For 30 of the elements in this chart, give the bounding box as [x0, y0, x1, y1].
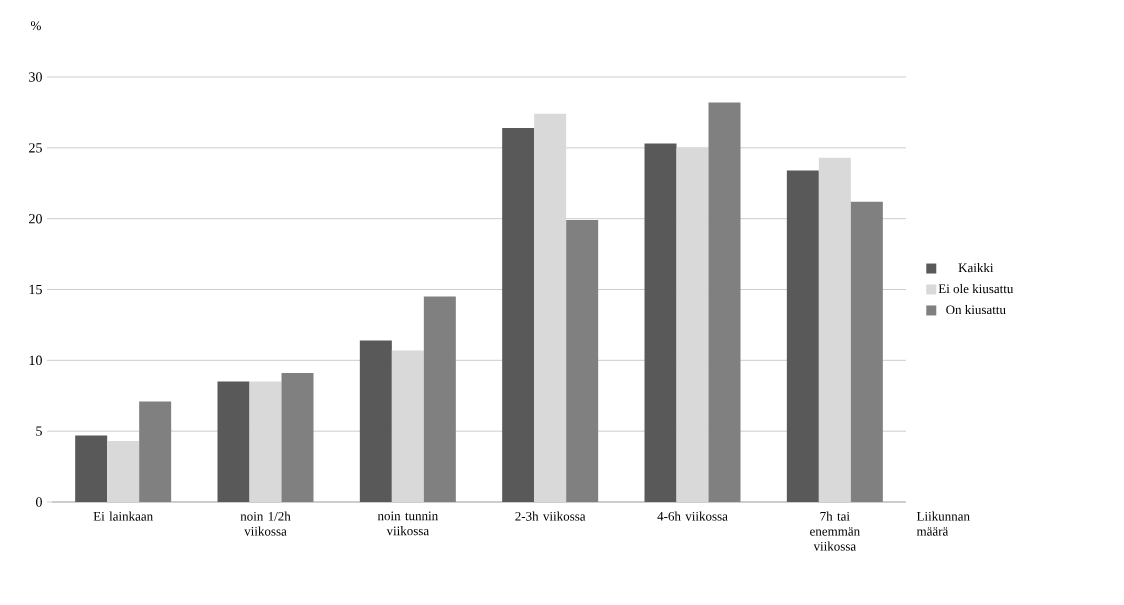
bar — [107, 441, 140, 502]
y-tick-label: 20 — [29, 213, 42, 224]
bar — [217, 381, 250, 502]
y-tick-label: 30 — [29, 72, 42, 82]
bar — [534, 113, 567, 502]
bar — [644, 143, 677, 502]
bar — [75, 435, 108, 502]
x-tick-label: noin 1/2h viikossa — [240, 511, 291, 536]
y-tick-label: 5 — [36, 426, 42, 436]
bar — [676, 147, 709, 502]
legend-label: On kiusattu — [946, 304, 1006, 315]
bar — [249, 381, 282, 502]
x-tick-label: noin tunnin viikossa — [377, 511, 438, 536]
bar — [502, 128, 535, 502]
y-tick-label: 15 — [29, 284, 42, 295]
y-tick-label: 10 — [29, 355, 42, 366]
x-axis-title: Liikunnan määrä — [916, 511, 970, 536]
bar — [818, 157, 851, 502]
y-tick-label: 25 — [29, 143, 42, 153]
x-tick-label: Ei lainkaan — [93, 511, 153, 521]
y-tick-label: 0 — [36, 497, 42, 507]
bar — [391, 350, 424, 502]
x-tick-label: 7h tai enemmän viikossa — [810, 511, 860, 551]
y-axis-title: % — [30, 21, 41, 31]
x-tick-label: 4-6h viikossa — [657, 511, 728, 521]
legend-label: Ei ole kiusattu — [938, 284, 1014, 294]
legend-label: Kaikki — [958, 263, 994, 273]
bar — [786, 170, 819, 502]
x-tick-label: 2-3h viikossa — [515, 511, 586, 521]
bar — [359, 340, 392, 502]
